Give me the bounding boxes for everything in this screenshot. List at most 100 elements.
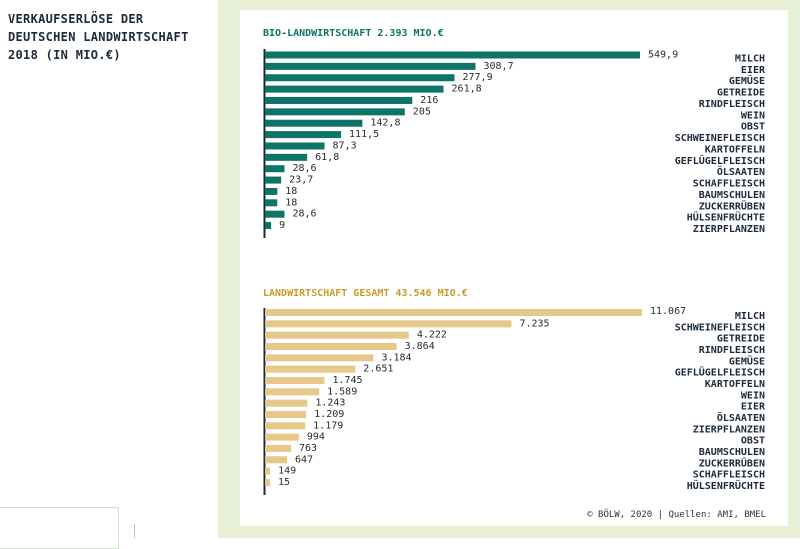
bio-category-label-12: SCHAFFLEISCH — [693, 179, 765, 190]
gesamt-value-label-1: 11.067 — [650, 306, 686, 317]
bio-category-label-8: SCHWEINEFLEISCH — [675, 133, 765, 144]
gesamt-category-label-5: GEMÜSE — [729, 353, 765, 367]
bio-bar-4 — [265, 85, 444, 93]
gesamt-bar-13 — [265, 444, 291, 452]
gesamt-bar-4 — [265, 342, 397, 350]
gesamt-category-label-7: KARTOFFELN — [705, 379, 765, 390]
title-line-2: DEUTSCHEN LANDWIRTSCHAFT — [8, 30, 189, 44]
gesamt-category-label-12: OBST — [741, 436, 765, 447]
bio-bar-16 — [265, 222, 272, 230]
bio-section-title: BIO-LANDWIRTSCHAFT 2.393 MIO.€ — [263, 28, 444, 39]
gesamt-value-label-11: 1.179 — [313, 420, 343, 431]
side-divider — [134, 524, 135, 538]
gesamt-category-label-4: RINDFLEISCH — [699, 345, 765, 356]
bio-value-label-1: 549,9 — [648, 50, 678, 61]
bio-value-label-2: 308,7 — [484, 61, 514, 72]
gesamt-bar-2 — [265, 320, 512, 328]
gesamt-bar-16 — [265, 478, 270, 486]
gesamt-category-label-1: MILCH — [735, 311, 765, 322]
gesamt-category-label-11: ZIERPFLANZEN — [693, 424, 765, 435]
bio-category-label-7: OBST — [741, 122, 765, 133]
gesamt-bar-11 — [265, 422, 306, 430]
gesamt-section-title: LANDWIRTSCHAFT GESAMT 43.546 MIO.€ — [263, 288, 468, 299]
bio-category-label-16: ZIERPFLANZEN — [693, 224, 765, 235]
gesamt-bars: 11.067 MILCH 7.235 SCHWEINEFLEISCH 4.222 GETR… — [265, 306, 766, 492]
bio-bar-10 — [265, 153, 308, 161]
gesamt-value-label-2: 7.235 — [519, 318, 549, 329]
bio-bar-11 — [265, 165, 285, 173]
bio-bar-7 — [265, 119, 363, 127]
bio-value-label-11: 28,6 — [293, 163, 317, 174]
bio-category-label-11: ÖLSAATEN — [717, 164, 765, 178]
gesamt-category-label-15: SCHAFFLEISCH — [693, 470, 765, 481]
bio-bar-5 — [265, 96, 413, 104]
gesamt-value-label-9: 1.243 — [315, 398, 345, 409]
bio-bar-3 — [265, 74, 455, 82]
gesamt-value-label-10: 1.209 — [314, 409, 344, 420]
gesamt-value-label-6: 2.651 — [363, 364, 393, 375]
gesamt-bar-15 — [265, 467, 271, 475]
bio-bar-8 — [265, 131, 342, 139]
chart-card — [240, 10, 788, 526]
bio-bar-9 — [265, 142, 325, 150]
gesamt-bar-14 — [265, 456, 288, 464]
gesamt-bar-8 — [265, 388, 320, 396]
gesamt-category-label-10: ÖLSAATEN — [717, 410, 765, 424]
gesamt-category-label-3: GETREIDE — [717, 334, 765, 345]
gesamt-value-label-15: 149 — [278, 466, 296, 477]
bio-value-label-15: 28,6 — [293, 209, 317, 220]
bio-bar-2 — [265, 62, 476, 70]
gesamt-category-label-16: HÜLSENFRÜCHTE — [687, 478, 765, 492]
gesamt-bar-9 — [265, 399, 308, 407]
bio-value-label-3: 277,9 — [463, 72, 493, 83]
bio-value-label-4: 261,8 — [452, 84, 482, 95]
gesamt-value-label-14: 647 — [295, 454, 313, 465]
bio-value-label-6: 205 — [413, 106, 431, 117]
gesamt-value-label-12: 994 — [307, 432, 325, 443]
gesamt-category-label-2: SCHWEINEFLEISCH — [675, 322, 765, 333]
gesamt-bar-10 — [265, 410, 307, 418]
bio-value-label-14: 18 — [285, 197, 297, 208]
bio-category-label-9: KARTOFFELN — [705, 144, 765, 155]
source-note: © BÖLW, 2020 | Quellen: AMI, BMEL — [587, 509, 766, 520]
bio-bar-15 — [265, 210, 285, 218]
bio-bar-12 — [265, 176, 282, 184]
bio-value-label-12: 23,7 — [289, 175, 313, 186]
gesamt-bar-12 — [265, 433, 299, 441]
bio-bar-6 — [265, 108, 405, 116]
gesamt-bar-5 — [265, 354, 374, 362]
bio-category-label-4: GETREIDE — [717, 88, 765, 99]
gesamt-value-label-5: 3.184 — [381, 352, 411, 363]
bio-category-label-1: MILCH — [735, 54, 765, 65]
gesamt-value-label-8: 1.589 — [327, 386, 357, 397]
chart-canvas: BIO-LANDWIRTSCHAFT 2.393 MIO.€ LANDWIRTS… — [263, 28, 766, 520]
gesamt-value-label-3: 4.222 — [417, 330, 447, 341]
bio-bar-13 — [265, 187, 278, 195]
gesamt-bar-3 — [265, 331, 409, 339]
bio-value-label-7: 142,8 — [370, 118, 400, 129]
title-line-3: 2018 (IN MIO.€) — [8, 48, 121, 62]
gesamt-value-label-7: 1.745 — [332, 375, 362, 386]
bio-category-label-6: WEIN — [741, 110, 765, 121]
gesamt-category-label-6: GEFLÜGELFLEISCH — [675, 365, 765, 379]
bio-value-label-10: 61,8 — [315, 152, 339, 163]
bio-category-label-14: ZUCKERRÜBEN — [699, 198, 765, 212]
gesamt-value-label-16: 15 — [278, 477, 290, 488]
chart-main-title: VERKAUFSERLÖSE DER DEUTSCHEN LANDWIRTSCH… — [8, 10, 208, 64]
bio-category-label-15: HÜLSENFRÜCHTE — [687, 210, 765, 224]
gesamt-value-label-13: 763 — [299, 443, 317, 454]
gesamt-bar-1 — [265, 309, 642, 316]
bio-bars: 549,9 MILCH 308,7 EIER 277,9 GEMÜSE 261,8 GETRE… — [265, 50, 766, 235]
bio-category-label-13: BAUMSCHULEN — [699, 190, 765, 201]
bio-value-label-8: 111,5 — [349, 129, 379, 140]
gesamt-category-label-8: WEIN — [741, 390, 765, 401]
gesamt-category-label-13: BAUMSCHULEN — [699, 447, 765, 458]
bio-value-label-5: 216 — [420, 95, 438, 106]
bio-category-label-5: RINDFLEISCH — [699, 99, 765, 110]
gesamt-category-label-14: ZUCKERRÜBEN — [699, 455, 765, 469]
bio-value-label-16: 9 — [279, 220, 285, 231]
gesamt-bar-7 — [265, 376, 325, 384]
gesamt-category-label-9: EIER — [741, 402, 766, 413]
bio-category-label-3: GEMÜSE — [729, 73, 765, 87]
bio-category-label-10: GEFLÜGELFLEISCH — [675, 153, 765, 167]
